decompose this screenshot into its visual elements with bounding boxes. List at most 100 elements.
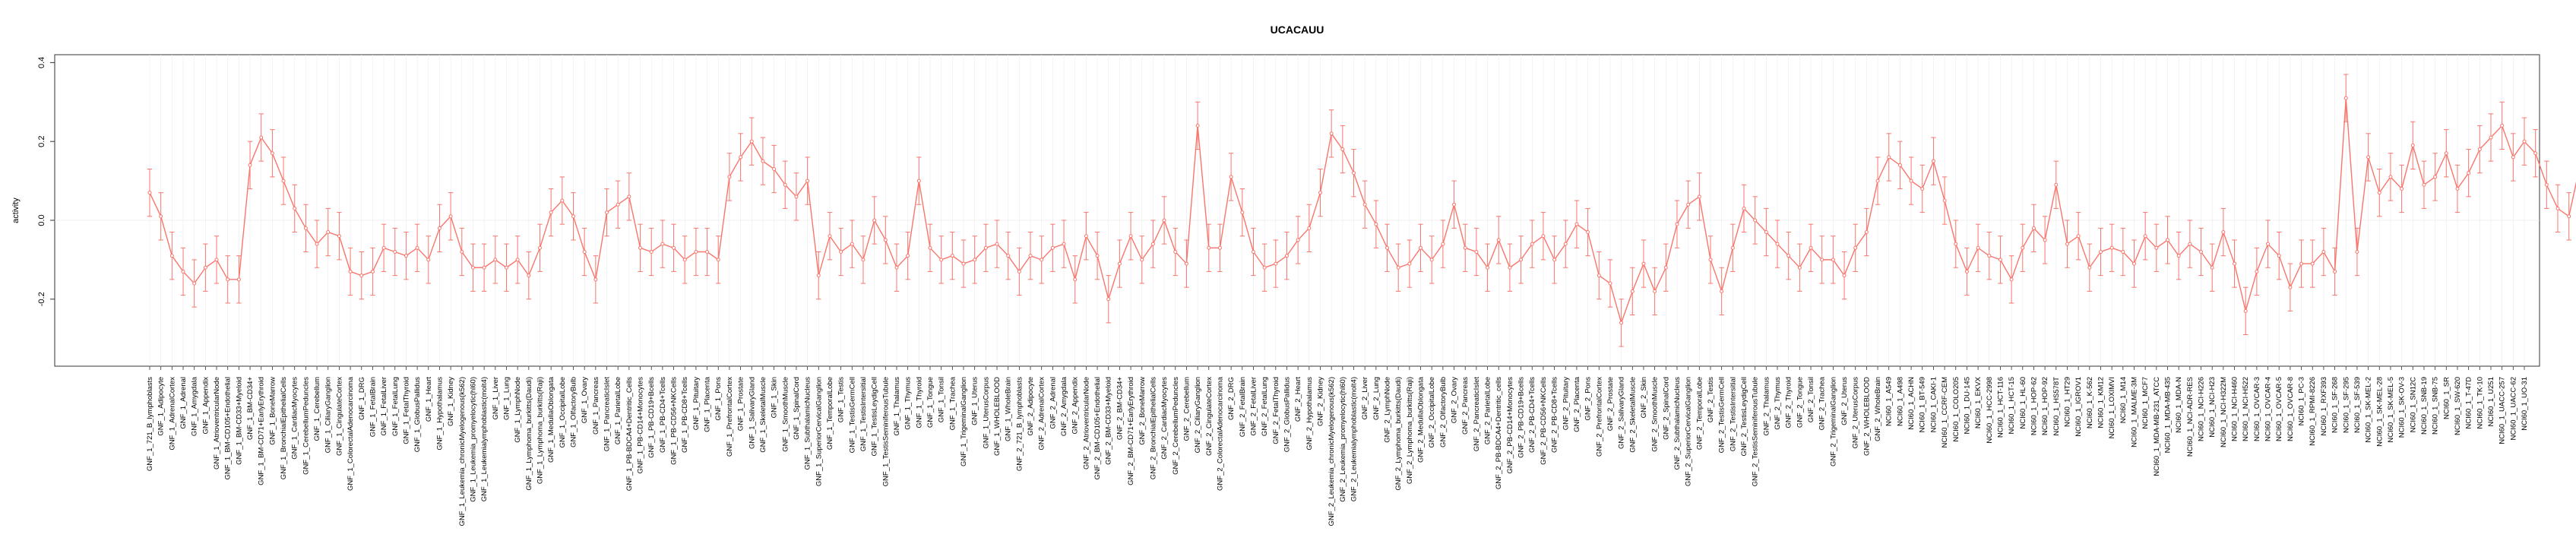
- data-point: [2266, 242, 2271, 246]
- data-point: [1407, 261, 1412, 266]
- x-tick-label: GNF_2_TestisSeminiferousTubule: [1752, 377, 1760, 486]
- x-tick-label: NCI60_1_CCRF-CEM: [1941, 377, 1949, 448]
- data-point: [1976, 245, 1980, 250]
- x-tick-label: GNF_2_DRG: [1227, 377, 1236, 420]
- data-point: [1552, 258, 1557, 262]
- x-tick-label: GNF_1_SalivaryGland: [748, 377, 756, 449]
- data-point: [203, 265, 207, 270]
- data-point: [883, 238, 888, 242]
- x-tick-label: GNF_2_Heart: [1294, 377, 1302, 422]
- x-tick-label: GNF_2_PB-CD19+Bcells: [1517, 377, 1526, 458]
- data-point: [1229, 175, 1233, 179]
- data-point: [894, 265, 899, 270]
- data-point: [861, 258, 866, 262]
- data-point: [638, 245, 643, 250]
- data-point: [303, 226, 308, 230]
- x-tick-label: GNF_2_Lymphoma_burkitts(Raji): [1406, 377, 1414, 484]
- x-tick-label: NCI60_1_SNB-75: [2432, 377, 2440, 435]
- data-point: [872, 218, 877, 223]
- data-point: [928, 245, 932, 250]
- data-point: [1563, 242, 1568, 246]
- data-point: [259, 135, 264, 140]
- x-tick-label: GNF_1_MedullaOblongata: [547, 376, 555, 463]
- x-tick-label: GNF_2_Kidney: [1316, 377, 1324, 426]
- data-point: [2567, 214, 2571, 219]
- x-tick-label: GNF_2_Placenta: [1573, 376, 1581, 432]
- data-point: [571, 214, 576, 219]
- x-axis: GNF_1_721_B_lymphoblasts GNF_1_Adipocyte G…: [146, 366, 2529, 526]
- x-tick-label: GNF_1_UterusCorpus: [982, 377, 990, 449]
- data-point: [1675, 222, 1679, 226]
- data-point: [1909, 179, 1913, 183]
- x-tick-label: GNF_1_Cerebellum: [313, 377, 321, 441]
- y-axis: -0.2 0.0 0.2 0.4: [37, 57, 55, 306]
- x-tick-label: GNF_1_Pancreas: [592, 377, 600, 435]
- data-point: [2076, 234, 2081, 239]
- x-tick-label: GNF_1_Thalamus: [893, 377, 901, 436]
- x-tick-label: GNF_2_TemporalLobe: [1695, 377, 1704, 450]
- data-point: [515, 258, 520, 262]
- x-tick-label: GNF_2_Hypothalamus: [1305, 377, 1314, 451]
- data-point: [616, 202, 620, 207]
- x-tick-label: GNF_2_Pancreas: [1461, 377, 1470, 435]
- x-tick-label: GNF_2_SuperiorCervicalGanglion: [1685, 377, 1693, 486]
- x-tick-label: NCI60_1_SK-MEL-5: [2387, 377, 2395, 443]
- data-point: [1184, 261, 1188, 266]
- data-point: [2277, 254, 2281, 258]
- x-tick-label: GNF_1_AtrioventricularNode: [213, 377, 221, 470]
- data-point: [1028, 254, 1033, 258]
- data-point: [1452, 202, 1457, 207]
- data-point: [1362, 202, 1367, 207]
- x-tick-label: GNF_2_SalivaryGland: [1618, 377, 1626, 449]
- data-point: [1697, 194, 1701, 199]
- data-point: [214, 258, 219, 262]
- x-tick-label: GNF_1_Thyroid: [915, 377, 923, 428]
- x-tick-label: GNF_2_GlobusPallidus: [1283, 377, 1291, 453]
- x-tick-label: GNF_2_AdrenalCortex: [1038, 377, 1046, 451]
- data-point: [672, 245, 676, 250]
- x-tick-label: GNF_1_BM-CD105+Endothelial: [224, 377, 233, 479]
- x-tick-label: GNF_1_SpinalCord: [793, 377, 801, 440]
- x-tick-label: NCI60_1_SW-620: [2454, 377, 2462, 435]
- data-point: [973, 258, 977, 262]
- x-tick-label: NCI60_1_T-47D: [2465, 377, 2473, 429]
- x-tick-label: GNF_1_CiliaryGanglion: [324, 377, 333, 453]
- x-tick-label: GNF_1_TestisIntersitial: [859, 377, 868, 451]
- data-point: [315, 242, 319, 246]
- data-point: [470, 265, 475, 270]
- x-tick-label: GNF_2_BronchialEpithelialCells: [1149, 377, 1157, 479]
- x-tick-label: GNF_2_Adrenal: [1049, 377, 1057, 429]
- x-tick-label: GNF_2_TestisGermCell: [1718, 377, 1726, 453]
- data-point: [192, 281, 197, 286]
- data-point: [2321, 249, 2326, 254]
- x-tick-label: GNF_1_Skin: [771, 377, 779, 418]
- data-point: [1006, 254, 1011, 258]
- data-point: [2233, 261, 2237, 266]
- data-point: [2555, 206, 2560, 210]
- x-tick-label: NCI60_1_RXF393: [2320, 377, 2328, 436]
- data-point: [1062, 242, 1066, 246]
- x-tick-label: GNF_2_Skin: [1640, 377, 1648, 418]
- x-tick-label: GNF_2_MedullaOblongata: [1417, 376, 1426, 463]
- data-point: [2255, 269, 2259, 274]
- data-point: [359, 274, 364, 278]
- x-tick-label: GNF_2_721_B_lymphoblasts: [1015, 377, 1024, 471]
- data-point: [1040, 258, 1044, 262]
- data-point: [2489, 135, 2493, 140]
- data-point: [147, 191, 152, 195]
- x-tick-label: GNF_2_AtrioventricularNode: [1082, 377, 1090, 470]
- x-tick-label: GNF_2_Ovary: [1451, 377, 1459, 423]
- x-tick-label: GNF_2_BM-CD71+EarlyErythroid: [1127, 377, 1135, 485]
- data-point: [916, 179, 921, 183]
- data-point: [2410, 143, 2415, 147]
- x-tick-label: GNF_1_BoneMarrow: [268, 377, 277, 445]
- x-tick-label: GNF_1_PB-CD19+Bcells: [647, 377, 656, 458]
- data-point: [716, 258, 720, 262]
- x-tick-label: GNF_2_Leukemia_chronicMyelogenous(k562): [1328, 377, 1336, 526]
- data-point: [593, 277, 598, 282]
- x-tick-label: GNF_2_PB-BDCA4+Dentritic_cells: [1495, 377, 1503, 489]
- data-point: [2333, 269, 2337, 274]
- x-tick-label: GNF_1_ParietalLobe: [614, 377, 622, 444]
- x-tick-label: GNF_2_ParietalLobe: [1484, 377, 1492, 444]
- data-point: [1140, 258, 1144, 262]
